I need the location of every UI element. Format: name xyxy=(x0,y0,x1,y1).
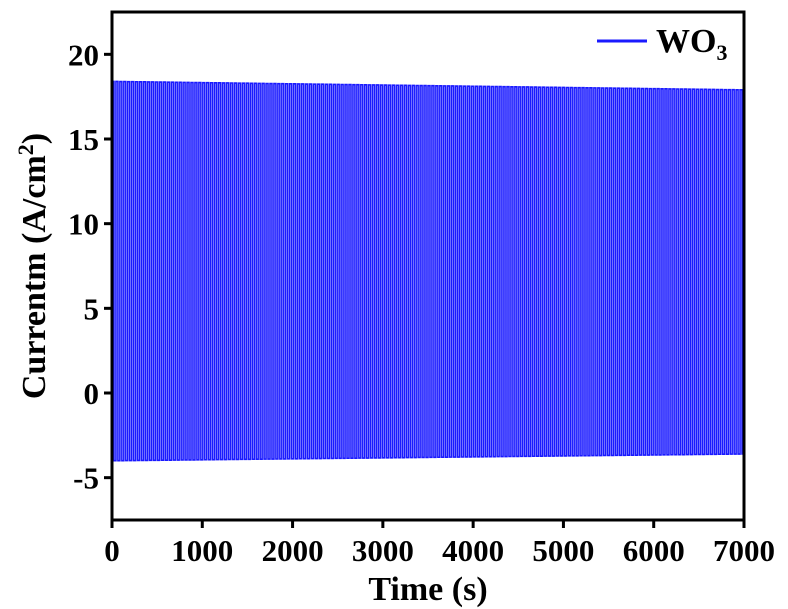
x-tick-label: 7000 xyxy=(713,533,775,568)
y-tick-label: -5 xyxy=(73,461,99,496)
x-axis-ticks: 0 1000 2000 3000 4000 5000 6000 7000 xyxy=(104,520,775,568)
legend-label-subscript: 3 xyxy=(716,40,727,65)
x-tick-label: 6000 xyxy=(623,533,685,568)
y-axis-title-superscript: 2 xyxy=(13,144,38,155)
y-axis-ticks: -5 0 5 10 15 20 xyxy=(68,37,112,496)
series-layer xyxy=(111,80,745,462)
plot-frame xyxy=(110,10,746,522)
y-axis-title-main: Currentm (A/cm xyxy=(16,155,53,399)
legend-label-wo3: WO3 xyxy=(656,23,727,65)
x-tick-label: 3000 xyxy=(352,533,414,568)
y-tick-label: 0 xyxy=(84,376,100,411)
legend: WO3 xyxy=(597,23,727,65)
y-tick-label: 5 xyxy=(84,291,100,326)
x-tick-label: 2000 xyxy=(262,533,324,568)
y-axis-title-tail: ) xyxy=(16,133,53,144)
y-tick-label: 15 xyxy=(68,122,99,157)
y-tick-label: 10 xyxy=(68,207,99,242)
series-line-wo3 xyxy=(111,80,745,462)
y-tick-label: 20 xyxy=(68,37,99,72)
x-tick-label: 4000 xyxy=(442,533,504,568)
x-tick-label: 5000 xyxy=(532,533,594,568)
legend-label-main: WO xyxy=(656,23,716,60)
x-tick-label: 1000 xyxy=(171,533,233,568)
y-axis-title: Currentm (A/cm2) xyxy=(13,133,53,399)
x-tick-label: 0 xyxy=(104,533,120,568)
x-axis-title: Time (s) xyxy=(368,571,487,608)
